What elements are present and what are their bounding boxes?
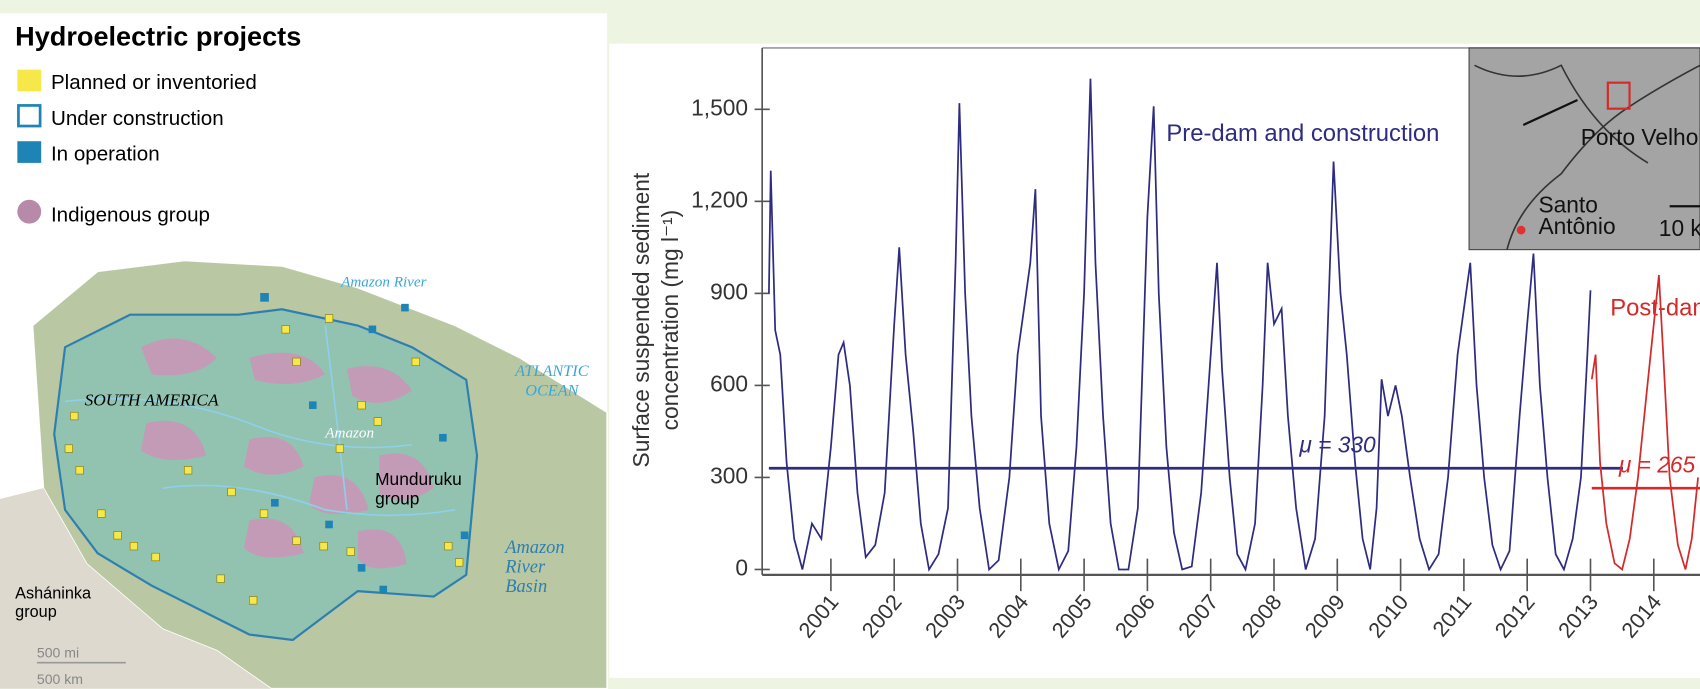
map-label: ATLANTIC (514, 362, 589, 380)
y-tick-label: 600 (710, 370, 748, 396)
inset-label: Antônio (1538, 213, 1615, 239)
map-label: Asháninka (15, 585, 92, 603)
series-label: Pre-dam and construction (1166, 120, 1439, 147)
inset-label: 10 km (1659, 215, 1700, 241)
map-label: Munduruku (375, 469, 462, 489)
inset-label: Porto Velho (1581, 124, 1699, 150)
legend-item: In operation (51, 143, 160, 166)
y-tick-label: 300 (710, 462, 748, 488)
series-label: Post-dam (1610, 295, 1700, 322)
legend-item: Indigenous group (51, 203, 210, 226)
legend-title: Hydroelectric projects (15, 20, 301, 51)
mean-label: μ = 265 (1618, 452, 1696, 478)
map-label: Amazon River (340, 274, 427, 291)
legend-item: Planned or inventoried (51, 71, 257, 94)
scale-label: 500 km (37, 671, 83, 687)
mean-label: μ = 330 (1298, 432, 1376, 458)
page: Hydroelectric projects Planned or invent… (0, 0, 1700, 689)
map-label: Amazon (324, 424, 374, 441)
map-label: SOUTH AMERICA (85, 390, 219, 409)
map-label: group (15, 603, 57, 621)
map-label: River (504, 557, 546, 577)
legend-swatch (17, 141, 41, 163)
y-tick-label: 1,500 (691, 94, 748, 120)
y-tick-label: 0 (735, 554, 748, 580)
y-axis-label: concentration (mg l⁻¹) (657, 210, 683, 431)
map-label: Amazon (504, 537, 564, 557)
legend-swatch (17, 200, 41, 224)
legend-swatch (17, 70, 41, 92)
y-axis-label: Surface suspended sediment (628, 172, 654, 467)
map-label: Basin (505, 576, 547, 596)
map-label: OCEAN (525, 381, 579, 399)
y-tick-label: 900 (710, 278, 748, 304)
y-tick-label: 1,200 (691, 186, 748, 212)
legend-item: Under construction (51, 107, 224, 130)
map-label: group (375, 489, 419, 509)
scale-label: 500 mi (37, 645, 79, 661)
